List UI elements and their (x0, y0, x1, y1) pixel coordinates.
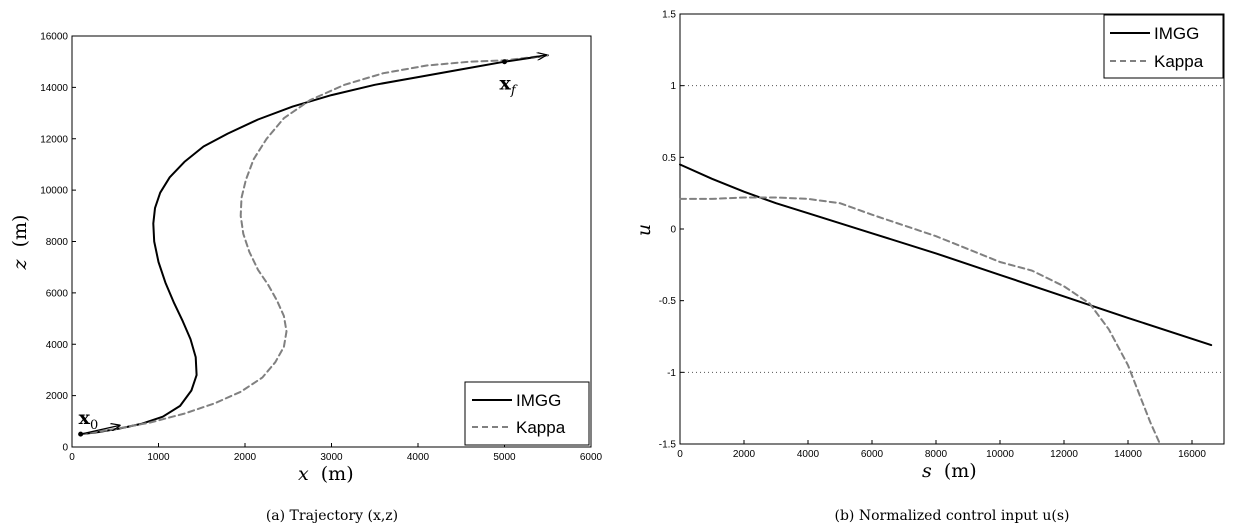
plot-b-legend: IMGG Kappa (1103, 14, 1224, 79)
plot-b-xtick-label: 12000 (1050, 449, 1078, 460)
plot-a-xtick-label: 6000 (580, 452, 603, 463)
plot-a-series-imgg-line (79, 54, 549, 436)
plot-a-xtick-label: 2000 (234, 452, 257, 463)
plot-b-ytick-label: 1 (670, 81, 676, 92)
plot-b-xtick-label: 0 (677, 449, 683, 460)
plot-b-ticks: 0 2000 4000 6000 8000 10000 12000 14000 16000 -1.… (659, 10, 1207, 461)
plot-b-xtick-label: 8000 (925, 449, 948, 460)
plot-a-xtick-label: 0 (69, 452, 75, 463)
legend-a-box (464, 381, 590, 446)
plot-a-ylabel-unit: (m) (9, 215, 31, 248)
plot-b-series-imgg-line (679, 163, 1213, 347)
plot-a-direction-arrow (80, 425, 120, 435)
plot-a-xtick-label: 4000 (407, 452, 430, 463)
plot-b-xlabel-unit: (m) (944, 460, 977, 482)
plot-a-xlabel-unit: (m) (321, 463, 354, 485)
plot-a-ylabel-var: z (9, 258, 31, 270)
plot-a-ytick-label: 2000 (46, 391, 69, 402)
plot-b-ylabel: u (633, 224, 655, 236)
plot-a-xlabel: x (m) (298, 463, 354, 485)
legend-a-imgg-label: IMGG (516, 391, 561, 410)
plot-a-series-kappa-line (79, 54, 549, 436)
plot-a-ytick-label: 14000 (40, 83, 68, 94)
plot-b-xtick-label: 14000 (1114, 449, 1142, 460)
control-input-panel: 0 2000 4000 6000 8000 10000 12000 14000 16000 -1.… (633, 10, 1225, 524)
plot-a-ytick-label: 4000 (46, 340, 69, 351)
plot-a-ytick-label: 16000 (40, 32, 68, 43)
plot-b-xtick-label: 2000 (733, 449, 756, 460)
legend-b-kappa-label: Kappa (1154, 52, 1204, 71)
plot-a-direction-arrow (504, 55, 546, 63)
plot-b-ytick-label: -0.5 (659, 296, 677, 307)
plot-a-annotation-label: xf (500, 73, 518, 99)
plot-a-legend: IMGG Kappa (464, 381, 590, 446)
plot-b-reference-lines (680, 85, 1224, 373)
plot-a-ytick-label: 10000 (40, 186, 68, 197)
trajectory-panel: 0 1000 2000 3000 4000 5000 6000 0 2000 4000 6000 80… (9, 32, 603, 525)
legend-a-kappa-label: Kappa (516, 418, 566, 437)
plot-b-ytick-label: 0 (670, 225, 676, 236)
plot-a-ticks: 0 1000 2000 3000 4000 5000 6000 0 2000 4000 6000 80… (40, 32, 602, 464)
plot-b-series-kappa-line (679, 196, 1161, 445)
plot-a-xtick-label: 1000 (147, 452, 170, 463)
plot-a-ytick-label: 12000 (40, 134, 68, 145)
plot-a-annotations: x0 xf (78, 55, 546, 437)
plot-a-ytick-label: 0 (62, 443, 68, 454)
plot-b-xtick-label: 4000 (797, 449, 820, 460)
plot-a-series (79, 54, 549, 436)
plot-a-ylabel: z (m) (9, 215, 31, 271)
plot-a-annotation-label: x0 (79, 407, 99, 433)
caption-b: (b) Normalized control input u(s) (835, 508, 1070, 524)
plot-b-xtick-label: 10000 (986, 449, 1014, 460)
plot-b-ytick-label: 0.5 (662, 153, 676, 164)
plot-b-xlabel-var: s (922, 460, 932, 482)
plot-a-ytick-label: 6000 (46, 288, 69, 299)
legend-b-imgg-label: IMGG (1154, 24, 1199, 43)
plot-b-ytick-label: 1.5 (662, 10, 676, 21)
plot-a-xtick-label: 5000 (493, 452, 516, 463)
plot-a-ytick-label: 8000 (46, 237, 69, 248)
plot-b-series (679, 163, 1213, 445)
plot-b-xlabel: s (m) (922, 460, 977, 482)
plot-b-ytick-label: -1 (667, 368, 676, 379)
plot-b-xtick-label: 6000 (861, 449, 884, 460)
legend-b-box (1103, 14, 1224, 79)
plot-b-xtick-label: 16000 (1178, 449, 1206, 460)
plot-b-ytick-label: -1.5 (659, 440, 677, 451)
plot-a-xtick-label: 3000 (320, 452, 343, 463)
caption-a: (a) Trajectory (x,z) (266, 508, 398, 524)
plot-a-xlabel-var: x (298, 463, 309, 485)
